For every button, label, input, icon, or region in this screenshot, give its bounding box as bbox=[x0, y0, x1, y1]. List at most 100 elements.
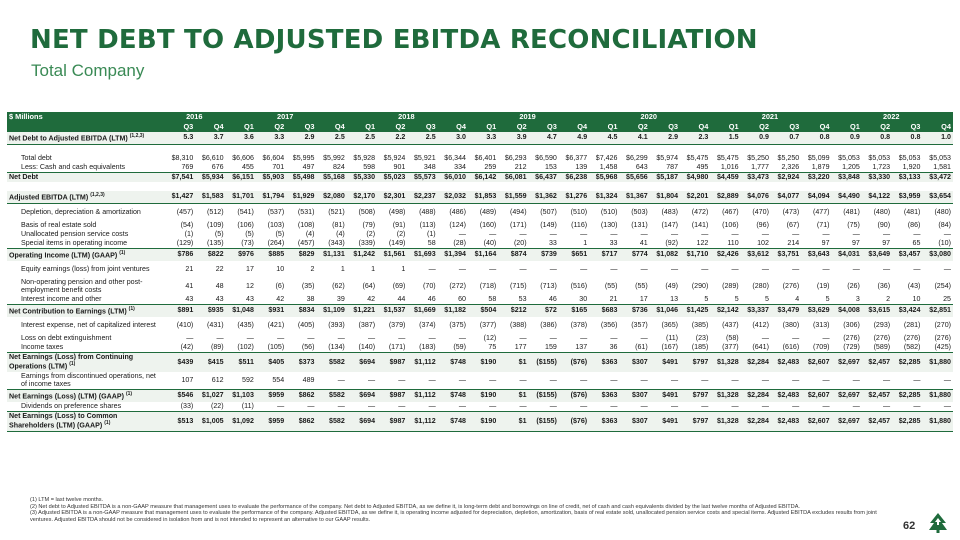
table-cell: $976 bbox=[225, 248, 256, 261]
quarter-header: Q1 bbox=[589, 122, 620, 132]
table-cell: — bbox=[883, 264, 891, 273]
table-cell: — bbox=[580, 375, 588, 384]
table-cell: 1,581 bbox=[933, 163, 951, 171]
table-cell: — bbox=[822, 375, 830, 384]
table-cell: (365) bbox=[661, 320, 679, 329]
table-cell: $5,928 bbox=[353, 154, 376, 162]
table-cell: $3,629 bbox=[801, 304, 832, 317]
table-cell bbox=[195, 182, 225, 191]
table-cell: — bbox=[549, 334, 557, 342]
table-cell: $5,921 bbox=[413, 154, 436, 162]
row-label: Net Earnings (Loss) from Continuing Oper… bbox=[7, 352, 165, 372]
table-cell: $582 bbox=[316, 352, 347, 372]
table-cell: 38 bbox=[306, 295, 315, 303]
table-cell: $2,889 bbox=[710, 191, 741, 204]
row-label-text: Net Earnings (Loss) to Common Shareholde… bbox=[9, 411, 118, 430]
table-cell: — bbox=[883, 375, 891, 384]
table-cell: $363 bbox=[589, 352, 620, 372]
table-cell: $1,929 bbox=[286, 191, 317, 204]
table-cell: 97 bbox=[882, 239, 891, 247]
year-header: 2021 bbox=[710, 112, 832, 122]
table-cell: — bbox=[519, 402, 527, 410]
table-cell bbox=[316, 145, 346, 155]
table-cell: (507) bbox=[540, 207, 557, 216]
table-cell: (160) bbox=[479, 221, 497, 229]
table-cell: (171) bbox=[388, 343, 406, 351]
table-cell: — bbox=[913, 375, 921, 384]
table-cell: $1,131 bbox=[316, 248, 347, 261]
table-cell: 4.7 bbox=[528, 132, 559, 145]
table-cell: 4.5 bbox=[589, 132, 620, 145]
table-cell: (276) bbox=[782, 281, 800, 290]
table-cell: (71) bbox=[816, 221, 830, 229]
table-cell: $5,974 bbox=[656, 154, 679, 162]
table-cell: (425) bbox=[934, 343, 951, 351]
table-cell: 3.9 bbox=[498, 132, 529, 145]
table-cell: (116) bbox=[571, 221, 588, 229]
table-cell: (289) bbox=[722, 281, 739, 290]
table-cell: 58 bbox=[488, 295, 497, 303]
page-subtitle: Total Company bbox=[31, 61, 145, 80]
quarter-header: Q3 bbox=[528, 122, 559, 132]
table-cell: $190 bbox=[467, 389, 499, 402]
table-cell: $3,133 bbox=[892, 172, 923, 182]
table-cell: — bbox=[943, 264, 951, 273]
table-cell: $1,082 bbox=[649, 248, 681, 261]
table-cell: $1 bbox=[498, 411, 529, 432]
table-cell: $2,607 bbox=[801, 352, 832, 372]
table-cell: $8,310 bbox=[171, 154, 194, 162]
table-cell: $6,401 bbox=[474, 154, 497, 162]
table-cell: $5,330 bbox=[346, 172, 378, 182]
table-cell: (709) bbox=[812, 343, 830, 351]
table-cell: $546 bbox=[165, 389, 196, 402]
table-cell: (109) bbox=[207, 221, 224, 229]
quarter-header: Q2 bbox=[498, 122, 529, 132]
table-row: Adjusted EBITDA (LTM) (1,2,3) $1,427 $1,58… bbox=[7, 191, 953, 204]
year-header: 2020 bbox=[589, 112, 711, 122]
table-cell: $2,284 bbox=[740, 352, 771, 372]
table-row bbox=[7, 182, 953, 191]
table-cell: $2,607 bbox=[801, 389, 832, 402]
table-cell: $190 bbox=[467, 411, 499, 432]
table-cell: — bbox=[246, 334, 254, 342]
table-row bbox=[7, 145, 953, 155]
table-cell: $4,077 bbox=[770, 191, 802, 204]
table-cell: 21 bbox=[185, 264, 194, 273]
year-header-row: $ Millions 2016 2017 2018 2019 2020 2021 2022 bbox=[7, 112, 953, 122]
table-cell bbox=[226, 145, 256, 155]
table-cell: (73) bbox=[241, 239, 254, 247]
table-cell: $822 bbox=[195, 248, 226, 261]
table-cell: (43) bbox=[907, 281, 921, 290]
table-cell: $439 bbox=[165, 352, 196, 372]
table-cell: $1,112 bbox=[407, 352, 438, 372]
table-cell: (385) bbox=[691, 320, 709, 329]
table-cell: (313) bbox=[812, 320, 830, 329]
table-cell: (20) bbox=[513, 239, 527, 247]
table-cell: (386) bbox=[540, 320, 557, 329]
table-cell: $2,301 bbox=[377, 191, 408, 204]
table-cell: (467) bbox=[722, 207, 739, 216]
row-label-text: Equity earnings (loss) from joint ventur… bbox=[21, 264, 150, 273]
table-cell: $307 bbox=[619, 352, 650, 372]
row-label-text: Depletion, depreciation & amortization bbox=[21, 207, 141, 216]
table-cell: 110 bbox=[727, 239, 739, 247]
table-cell: 10 bbox=[912, 295, 921, 303]
table-cell: $748 bbox=[437, 411, 468, 432]
table-cell: — bbox=[610, 230, 618, 238]
table-cell bbox=[650, 145, 680, 155]
table-cell: $1,182 bbox=[437, 304, 468, 317]
table-cell: (79) bbox=[362, 221, 376, 229]
table-row: Less: Cash and cash equivalents 769 676 455… bbox=[7, 163, 953, 173]
table-cell: (26) bbox=[847, 281, 860, 290]
table-cell: $6,142 bbox=[467, 172, 499, 182]
table-cell: — bbox=[731, 402, 739, 410]
table-cell: $3,337 bbox=[740, 304, 771, 317]
table-cell: $2,237 bbox=[407, 191, 438, 204]
table-cell: (4) bbox=[305, 230, 315, 238]
table-cell: 214 bbox=[787, 239, 800, 247]
table-cell: 769 bbox=[181, 163, 194, 171]
table-cell: (729) bbox=[843, 343, 860, 351]
table-cell: 1 bbox=[583, 239, 588, 247]
table-cell: — bbox=[367, 375, 376, 384]
table-cell: $165 bbox=[558, 304, 590, 317]
